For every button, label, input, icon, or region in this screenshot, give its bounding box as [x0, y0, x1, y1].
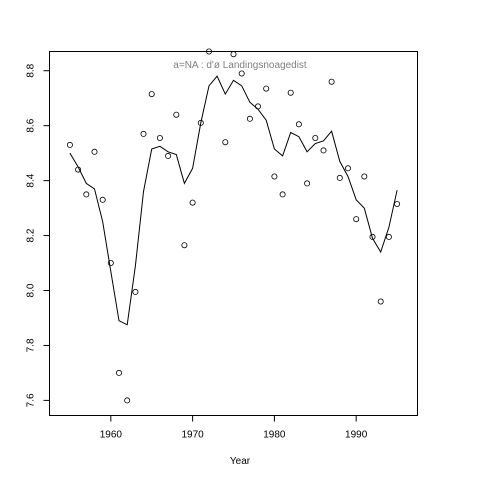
data-point: [66, 141, 73, 148]
y-tick-label: 8.0: [26, 283, 37, 297]
data-point: [353, 216, 360, 223]
chart-title: a=NA : d'ø Landingsnoagedist: [173, 60, 307, 71]
y-tick-label: 7.8: [26, 338, 37, 352]
data-point: [140, 130, 147, 137]
data-point: [287, 89, 294, 96]
y-tick-label: 7.6: [26, 393, 37, 407]
data-point: [181, 242, 188, 249]
y-tick-label: 8.4: [26, 173, 37, 187]
data-point: [344, 165, 351, 172]
data-point: [304, 180, 311, 187]
data-point: [173, 111, 180, 118]
data-point: [83, 191, 90, 198]
data-point: [295, 121, 302, 128]
data-point: [279, 191, 286, 198]
x-tick-label: 1980: [263, 430, 286, 441]
data-point: [116, 369, 123, 376]
data-point: [238, 70, 245, 77]
x-tick-label: 1960: [100, 430, 123, 441]
y-tick-label: 8.8: [26, 63, 37, 77]
x-axis-label: Year: [230, 456, 251, 467]
x-tick-label: 1970: [181, 430, 204, 441]
data-point: [263, 85, 270, 92]
data-point: [328, 78, 335, 85]
data-point: [377, 298, 384, 305]
x-tick-label: 1990: [345, 430, 368, 441]
data-point: [320, 147, 327, 154]
data-point: [312, 134, 319, 141]
smooth-line: [69, 75, 398, 326]
data-point: [148, 91, 155, 98]
data-point: [99, 196, 106, 203]
data-point: [132, 288, 139, 295]
chart-marks: [66, 48, 401, 404]
data-point: [336, 174, 343, 181]
data-point: [246, 115, 253, 122]
data-point: [385, 233, 392, 240]
data-point: [271, 173, 278, 180]
data-point: [107, 259, 114, 266]
axes: 1960 1970 1980 1990 7.6 7.8 8.0 8.2 8.4 8.6 8.8: [26, 63, 368, 440]
data-point: [124, 397, 131, 404]
data-point: [91, 148, 98, 155]
data-point: [361, 173, 368, 180]
data-point: [156, 134, 163, 141]
data-point: [189, 199, 196, 206]
y-tick-label: 8.2: [26, 228, 37, 242]
plot-frame: [49, 51, 418, 416]
y-tick-label: 8.6: [26, 118, 37, 132]
data-point: [369, 233, 376, 240]
data-point: [222, 139, 229, 146]
data-point: [165, 152, 172, 159]
